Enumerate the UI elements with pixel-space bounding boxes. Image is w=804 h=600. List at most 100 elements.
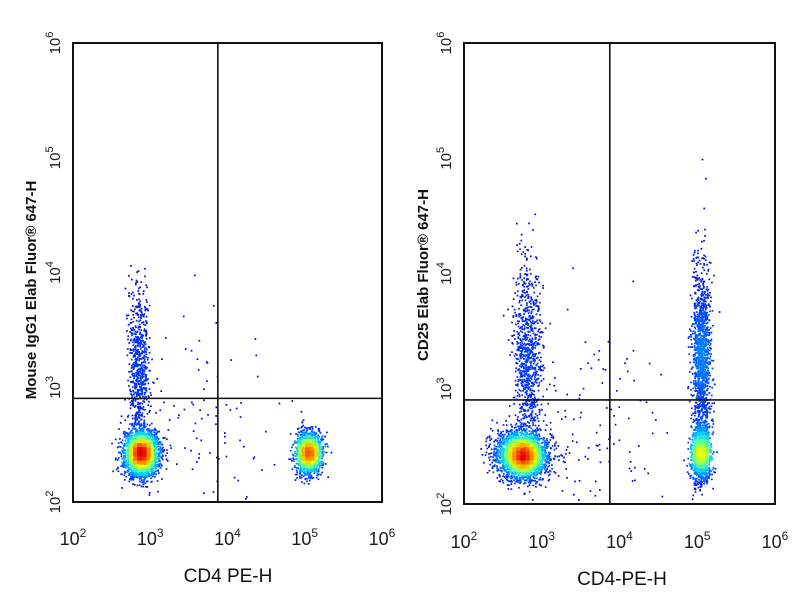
plot-area-left: [73, 43, 382, 502]
event-dot: [318, 462, 320, 465]
event-dot: [155, 432, 158, 435]
event-dot: [146, 480, 148, 483]
event-dot: [135, 416, 137, 418]
event-dot: [134, 438, 137, 440]
event-dot: [132, 363, 134, 366]
event-dot: [127, 447, 129, 450]
event-dot: [305, 443, 307, 445]
event-dot: [131, 466, 134, 469]
event-dot: [142, 423, 145, 425]
event-dot: [134, 435, 137, 438]
event-dot: [291, 468, 294, 471]
event-dot: [134, 476, 136, 478]
event-dot: [160, 449, 162, 452]
event-dot: [310, 454, 312, 457]
event-dot: [131, 417, 134, 420]
event-dot: [298, 439, 300, 442]
event-dot: [132, 390, 135, 393]
event-dot: [133, 372, 135, 375]
event-dot: [152, 469, 155, 472]
event-dot: [130, 322, 132, 324]
event-dot: [301, 429, 304, 432]
event-dot: [305, 440, 307, 443]
event-dot: [253, 456, 256, 459]
event-dot: [144, 439, 147, 441]
event-dot: [312, 444, 315, 447]
event-dot: [146, 437, 149, 440]
event-dot: [305, 435, 307, 437]
event-dot: [144, 387, 146, 389]
event-dot: [300, 445, 302, 447]
event-dot: [156, 431, 159, 433]
event-dot: [139, 458, 141, 461]
event-dot: [124, 454, 127, 457]
event-dot: [320, 445, 322, 448]
event-dot: [126, 466, 129, 468]
event-dot: [307, 444, 310, 447]
event-dot: [133, 458, 136, 460]
event-dot: [129, 348, 132, 350]
event-dot: [308, 435, 311, 438]
event-dot: [313, 466, 316, 468]
event-dot: [305, 439, 308, 441]
event-dot: [165, 468, 168, 470]
event-dot: [324, 443, 327, 445]
event-dot: [319, 441, 322, 444]
event-dot: [129, 452, 132, 455]
event-dot: [134, 383, 136, 386]
event-dot: [155, 442, 158, 444]
event-dot: [215, 406, 218, 409]
event-dot: [155, 437, 158, 440]
event-dot: [318, 461, 321, 464]
event-dot: [125, 453, 127, 455]
event-dot: [146, 451, 149, 453]
event-dot: [130, 318, 133, 321]
event-dot: [224, 432, 226, 434]
event-dot: [144, 361, 147, 364]
event-dot: [207, 414, 209, 416]
event-dot: [121, 439, 124, 442]
event-dot: [296, 428, 299, 430]
event-dot: [137, 411, 140, 414]
event-dot: [300, 410, 303, 413]
event-dot: [142, 400, 145, 402]
event-dot: [132, 348, 135, 350]
event-dot: [301, 432, 304, 434]
event-dot: [305, 433, 308, 435]
event-dot: [135, 434, 137, 436]
event-dot: [233, 476, 236, 479]
event-dot: [165, 337, 167, 339]
event-dot: [131, 394, 133, 397]
event-dot: [295, 433, 297, 435]
event-dot: [152, 466, 155, 468]
event-dot: [312, 467, 315, 470]
event-dot: [299, 461, 302, 463]
event-dot: [309, 476, 312, 478]
event-dot: [178, 414, 180, 416]
event-dot: [146, 308, 149, 310]
event-dot: [150, 450, 153, 452]
event-dot: [131, 396, 133, 399]
event-dot: [141, 336, 143, 338]
event-dot: [137, 345, 140, 347]
event-dot: [303, 454, 305, 457]
event-dot: [126, 470, 129, 472]
event-dot: [118, 445, 120, 448]
event-dot: [138, 364, 140, 367]
event-dot: [298, 449, 300, 452]
event-dot: [148, 445, 150, 448]
event-dot: [142, 408, 145, 411]
event-dot: [218, 458, 220, 460]
event-dot: [139, 428, 142, 430]
event-dot: [139, 462, 142, 465]
event-dot: [120, 415, 123, 418]
event-dot: [318, 468, 320, 470]
event-dot: [317, 437, 319, 440]
event-dot: [321, 466, 323, 469]
event-dot: [155, 460, 157, 463]
event-dot: [145, 334, 147, 337]
event-dot: [137, 446, 139, 448]
event-dot: [295, 458, 298, 461]
event-dot: [322, 454, 325, 457]
